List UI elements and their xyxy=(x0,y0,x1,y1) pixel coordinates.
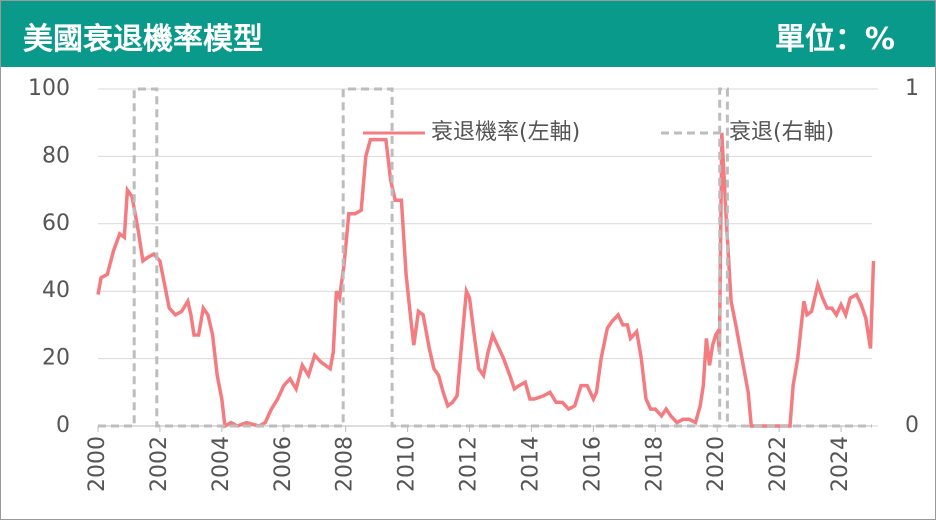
x-tick-label: 2016 xyxy=(580,436,605,492)
x-tick-label: 2022 xyxy=(766,436,791,492)
y-tick-label: 20 xyxy=(42,346,70,371)
series-line xyxy=(96,132,876,429)
x-tick-label: 2000 xyxy=(85,436,110,492)
chart-title: 美國衰退機率模型 xyxy=(23,22,263,57)
unit-label: 單位：% xyxy=(774,22,895,57)
y-tick-label: 40 xyxy=(42,278,70,303)
y2-tick-label: 0 xyxy=(905,413,919,438)
series-line xyxy=(98,87,872,428)
y-tick-label: 60 xyxy=(42,211,70,236)
x-tick-label: 2024 xyxy=(828,436,853,492)
x-tick-label: 2014 xyxy=(518,436,543,492)
x-tick-label: 2006 xyxy=(271,436,296,492)
y2-tick-label: 1 xyxy=(905,76,919,101)
x-tick-label: 2012 xyxy=(457,436,482,492)
x-tick-label: 2010 xyxy=(395,436,420,492)
y-tick-label: 100 xyxy=(28,76,70,101)
header: 美國衰退機率模型 單位：% xyxy=(1,1,935,67)
x-tick-label: 2002 xyxy=(147,436,172,492)
x-tick-label: 2004 xyxy=(209,436,234,492)
x-tick-label: 2018 xyxy=(642,436,667,492)
y-tick-label: 80 xyxy=(42,143,70,168)
legend-label: 衰退機率(左軸) xyxy=(431,120,580,145)
y-tick-label: 0 xyxy=(56,413,70,438)
x-tick-label: 2020 xyxy=(704,436,729,492)
legend-label: 衰退(右軸) xyxy=(729,120,834,145)
x-tick-label: 2008 xyxy=(333,436,358,492)
